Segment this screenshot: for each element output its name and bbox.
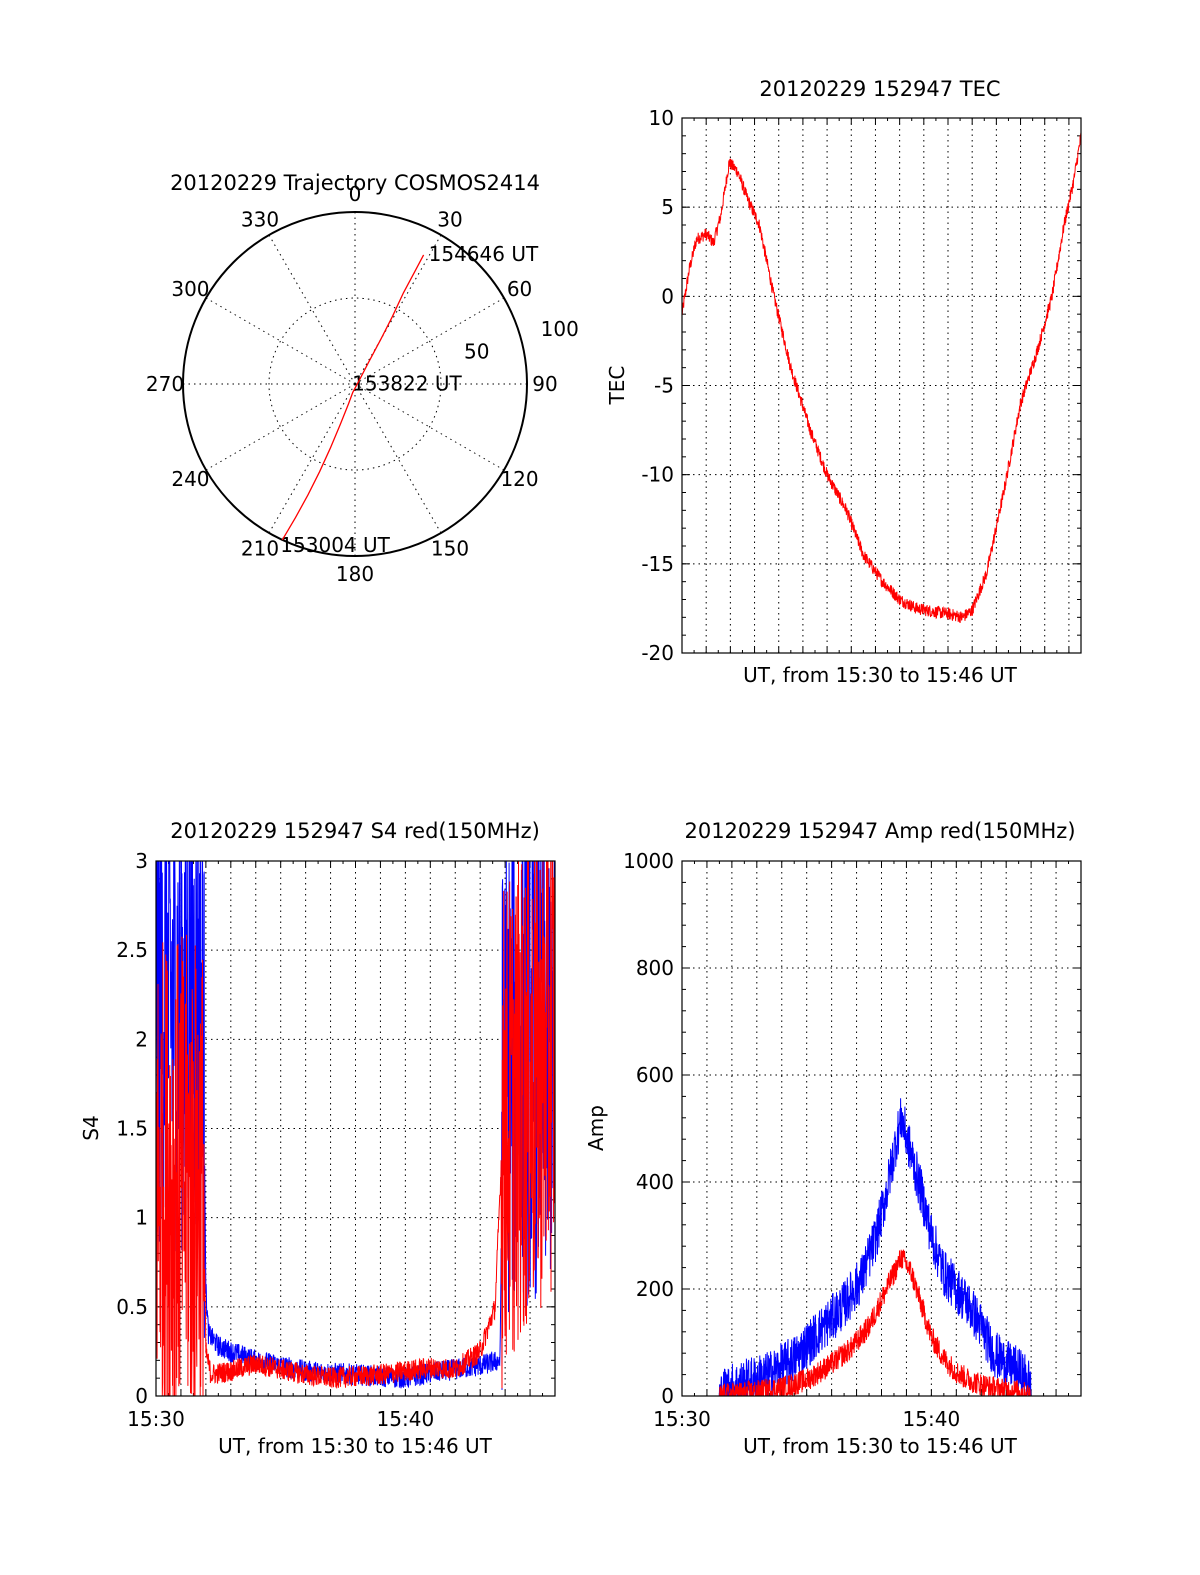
series-line-blue <box>156 861 555 1390</box>
y-tick-label: 3 <box>135 849 148 873</box>
amp-xlabel: UT, from 15:30 to 15:46 UT <box>743 1434 1018 1458</box>
y-tick-label: 800 <box>636 956 674 980</box>
plot-frame <box>681 117 1082 654</box>
y-tick-label: 0 <box>661 1384 674 1408</box>
polar-radial-label: 100 <box>541 317 579 341</box>
series-line-red <box>682 132 1081 623</box>
polar-angle-label: 210 <box>241 537 279 561</box>
polar-angle-label: 330 <box>241 207 279 231</box>
polar-spoke-150 <box>354 383 442 534</box>
trajectory-polar-plot: 20120229 Trajectory COSMOS2414 0 30 60 90 12… <box>146 171 579 586</box>
tec-xlabel: UT, from 15:30 to 15:46 UT <box>743 663 1018 687</box>
tec-plot: 20120229 152947 TEC UT, from 15:30 to 15… <box>605 77 1082 687</box>
s4-title: 20120229 152947 S4 red(150MHz) <box>170 819 540 843</box>
polar-spoke-120 <box>354 383 505 471</box>
polar-ring-50 <box>268 297 442 471</box>
polar-spoke-240 <box>205 383 356 471</box>
tec-title: 20120229 152947 TEC <box>759 77 1000 101</box>
polar-annotation: 153004 UT <box>280 533 390 557</box>
polar-angle-label: 90 <box>532 372 557 396</box>
y-tick-label: 0.5 <box>116 1295 148 1319</box>
s4-plot: 20120229 152947 S4 red(150MHz) UT, from … <box>79 819 556 1458</box>
x-tick-label: 15:30 <box>127 1407 185 1431</box>
y-tick-label: -10 <box>641 463 674 487</box>
y-tick-label: 2 <box>135 1027 148 1051</box>
plot-frame <box>681 860 1082 1397</box>
polar-radial-label: 50 <box>464 339 489 363</box>
y-tick-label: 400 <box>636 1170 674 1194</box>
polar-spoke-300 <box>205 297 356 385</box>
y-tick-label: 0 <box>135 1384 148 1408</box>
y-tick-label: 2.5 <box>116 938 148 962</box>
polar-annotation: 153822 UT <box>352 371 462 395</box>
y-tick-label: 200 <box>636 1277 674 1301</box>
polar-title: 20120229 Trajectory COSMOS2414 <box>170 171 540 195</box>
series-group <box>156 861 555 1396</box>
y-tick-label: 1 <box>135 1206 148 1230</box>
y-tick-label: 5 <box>661 195 674 219</box>
polar-angle-label: 240 <box>171 467 209 491</box>
x-tick-label: 15:30 <box>653 1407 711 1431</box>
polar-annotation: 154646 UT <box>429 242 539 266</box>
s4-ylabel: S4 <box>79 1115 103 1140</box>
polar-angle-label: 270 <box>146 372 184 396</box>
y-tick-label: 600 <box>636 1063 674 1087</box>
polar-trajectory-line <box>281 254 425 541</box>
series-line-red <box>156 861 555 1396</box>
y-tick-label: 0 <box>661 284 674 308</box>
amp-ylabel: Amp <box>584 1105 608 1151</box>
polar-angle-label: 30 <box>437 207 462 231</box>
series-line-blue <box>682 1098 1081 1396</box>
polar-angle-label: 0 <box>349 182 362 206</box>
polar-spoke-60 <box>354 297 505 385</box>
amp-title: 20120229 152947 Amp red(150MHz) <box>684 819 1075 843</box>
series-line-red <box>682 1249 1081 1396</box>
s4-xlabel: UT, from 15:30 to 15:46 UT <box>218 1434 493 1458</box>
y-tick-label: 1000 <box>623 849 674 873</box>
x-tick-label: 15:40 <box>377 1407 435 1431</box>
polar-angle-label: 180 <box>336 562 374 586</box>
plot-frame <box>155 860 556 1397</box>
series-group <box>682 1098 1081 1396</box>
amp-plot: 20120229 152947 Amp red(150MHz) UT, from… <box>584 819 1082 1458</box>
series-group <box>682 132 1081 623</box>
y-tick-label: -5 <box>654 374 674 398</box>
polar-angle-label: 120 <box>500 467 538 491</box>
y-tick-label: 1.5 <box>116 1117 148 1141</box>
polar-angle-label: 60 <box>507 277 532 301</box>
y-tick-label: -20 <box>641 641 674 665</box>
polar-spoke-210 <box>268 383 356 534</box>
tec-ylabel: TEC <box>605 366 629 406</box>
polar-angle-label: 300 <box>171 277 209 301</box>
polar-spoke-330 <box>268 234 356 385</box>
y-tick-label: -15 <box>641 552 674 576</box>
y-tick-label: 10 <box>649 106 674 130</box>
polar-angle-label: 150 <box>431 537 469 561</box>
polar-spoke-30 <box>354 234 442 385</box>
x-tick-label: 15:40 <box>903 1407 961 1431</box>
